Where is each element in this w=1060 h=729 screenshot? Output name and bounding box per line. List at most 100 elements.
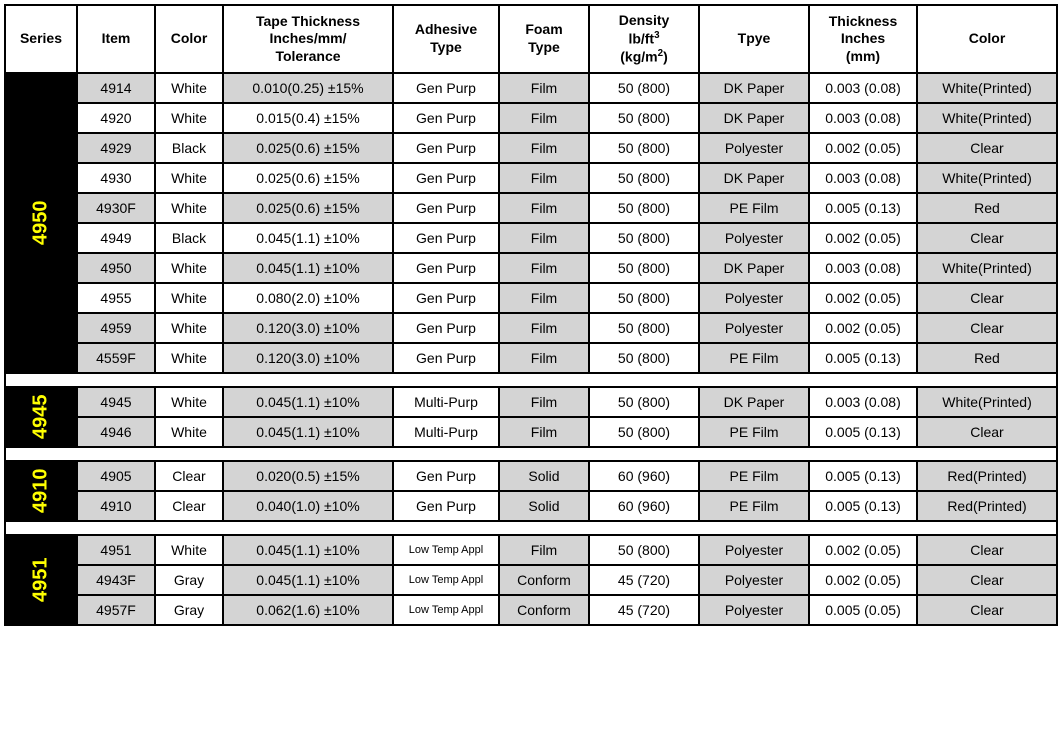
cell-color2: Clear xyxy=(917,417,1057,447)
cell-tpye: DK Paper xyxy=(699,73,809,103)
cell-adhesive: Gen Purp xyxy=(393,313,499,343)
cell-tpye: PE Film xyxy=(699,417,809,447)
cell-color1: White xyxy=(155,103,223,133)
cell-adhesive: Gen Purp xyxy=(393,103,499,133)
cell-color2: Clear xyxy=(917,565,1057,595)
cell-color1: White xyxy=(155,163,223,193)
cell-adhesive: Low Temp Appl xyxy=(393,565,499,595)
table-row: 4920White0.015(0.4) ±15%Gen PurpFilm50 (… xyxy=(5,103,1057,133)
cell-foam: Film xyxy=(499,343,589,373)
cell-color2: White(Printed) xyxy=(917,253,1057,283)
cell-density: 50 (800) xyxy=(589,387,699,417)
table-row: 4959White0.120(3.0) ±10%Gen PurpFilm50 (… xyxy=(5,313,1057,343)
cell-foam: Film xyxy=(499,223,589,253)
cell-thickness2: 0.002 (0.05) xyxy=(809,313,917,343)
table-row: 49514951White0.045(1.1) ±10%Low Temp App… xyxy=(5,535,1057,565)
hdr-thickness2: ThicknessInches(mm) xyxy=(809,5,917,73)
cell-thickness: 0.040(1.0) ±10% xyxy=(223,491,393,521)
cell-color1: Black xyxy=(155,133,223,163)
cell-thickness2: 0.005 (0.13) xyxy=(809,193,917,223)
cell-foam: Film xyxy=(499,535,589,565)
cell-color1: White xyxy=(155,73,223,103)
cell-item: 4943F xyxy=(77,565,155,595)
cell-thickness: 0.120(3.0) ±10% xyxy=(223,343,393,373)
cell-thickness: 0.080(2.0) ±10% xyxy=(223,283,393,313)
cell-density: 50 (800) xyxy=(589,133,699,163)
cell-thickness: 0.025(0.6) ±15% xyxy=(223,163,393,193)
cell-color2: Red xyxy=(917,343,1057,373)
cell-color2: Clear xyxy=(917,595,1057,625)
cell-adhesive: Gen Purp xyxy=(393,283,499,313)
cell-density: 50 (800) xyxy=(589,343,699,373)
hdr-tpye: Tpye xyxy=(699,5,809,73)
cell-item: 4920 xyxy=(77,103,155,133)
cell-thickness2: 0.002 (0.05) xyxy=(809,223,917,253)
cell-tpye: Polyester xyxy=(699,535,809,565)
series-cell: 4950 xyxy=(5,73,77,373)
cell-tpye: PE Film xyxy=(699,193,809,223)
table-body: 49504914White0.010(0.25) ±15%Gen PurpFil… xyxy=(5,73,1057,625)
cell-thickness: 0.045(1.1) ±10% xyxy=(223,387,393,417)
cell-color1: White xyxy=(155,283,223,313)
hdr-foam: FoamType xyxy=(499,5,589,73)
cell-item: 4950 xyxy=(77,253,155,283)
cell-density: 50 (800) xyxy=(589,253,699,283)
cell-thickness: 0.062(1.6) ±10% xyxy=(223,595,393,625)
group-separator xyxy=(5,521,1057,535)
cell-thickness: 0.045(1.1) ±10% xyxy=(223,535,393,565)
spec-table: Series Item Color Tape ThicknessInches/m… xyxy=(4,4,1058,626)
cell-tpye: PE Film xyxy=(699,491,809,521)
cell-color2: Clear xyxy=(917,313,1057,343)
series-cell: 4951 xyxy=(5,535,77,625)
table-row: 4910Clear0.040(1.0) ±10%Gen PurpSolid60 … xyxy=(5,491,1057,521)
hdr-thickness: Tape ThicknessInches/mm/Tolerance xyxy=(223,5,393,73)
cell-thickness2: 0.003 (0.08) xyxy=(809,253,917,283)
cell-foam: Film xyxy=(499,103,589,133)
cell-item: 4910 xyxy=(77,491,155,521)
cell-adhesive: Gen Purp xyxy=(393,193,499,223)
cell-adhesive: Low Temp Appl xyxy=(393,595,499,625)
cell-color2: Red(Printed) xyxy=(917,491,1057,521)
cell-foam: Film xyxy=(499,387,589,417)
cell-foam: Film xyxy=(499,133,589,163)
cell-foam: Film xyxy=(499,193,589,223)
table-row: 4943FGray0.045(1.1) ±10%Low Temp ApplCon… xyxy=(5,565,1057,595)
cell-color1: White xyxy=(155,417,223,447)
cell-foam: Film xyxy=(499,283,589,313)
cell-thickness2: 0.005 (0.05) xyxy=(809,595,917,625)
cell-adhesive: Gen Purp xyxy=(393,343,499,373)
cell-item: 4959 xyxy=(77,313,155,343)
cell-item: 4905 xyxy=(77,461,155,491)
cell-color2: White(Printed) xyxy=(917,73,1057,103)
cell-thickness: 0.045(1.1) ±10% xyxy=(223,417,393,447)
table-row: 4930FWhite0.025(0.6) ±15%Gen PurpFilm50 … xyxy=(5,193,1057,223)
cell-color2: White(Printed) xyxy=(917,163,1057,193)
cell-color1: White xyxy=(155,253,223,283)
cell-color2: Red(Printed) xyxy=(917,461,1057,491)
cell-item: 4930 xyxy=(77,163,155,193)
hdr-item: Item xyxy=(77,5,155,73)
cell-density: 45 (720) xyxy=(589,595,699,625)
cell-adhesive: Low Temp Appl xyxy=(393,535,499,565)
cell-thickness2: 0.002 (0.05) xyxy=(809,565,917,595)
series-cell: 4910 xyxy=(5,461,77,521)
cell-foam: Conform xyxy=(499,595,589,625)
cell-adhesive: Gen Purp xyxy=(393,163,499,193)
cell-thickness2: 0.005 (0.13) xyxy=(809,461,917,491)
cell-density: 50 (800) xyxy=(589,283,699,313)
cell-item: 4957F xyxy=(77,595,155,625)
cell-item: 4930F xyxy=(77,193,155,223)
group-separator xyxy=(5,373,1057,387)
table-row: 4946White0.045(1.1) ±10%Multi-PurpFilm50… xyxy=(5,417,1057,447)
cell-thickness: 0.045(1.1) ±10% xyxy=(223,565,393,595)
cell-thickness2: 0.002 (0.05) xyxy=(809,133,917,163)
table-row: 49504914White0.010(0.25) ±15%Gen PurpFil… xyxy=(5,73,1057,103)
cell-tpye: Polyester xyxy=(699,283,809,313)
cell-tpye: DK Paper xyxy=(699,387,809,417)
cell-density: 50 (800) xyxy=(589,103,699,133)
table-row: 49104905Clear0.020(0.5) ±15%Gen PurpSoli… xyxy=(5,461,1057,491)
cell-tpye: DK Paper xyxy=(699,163,809,193)
cell-color1: White xyxy=(155,343,223,373)
cell-foam: Film xyxy=(499,253,589,283)
group-separator xyxy=(5,447,1057,461)
